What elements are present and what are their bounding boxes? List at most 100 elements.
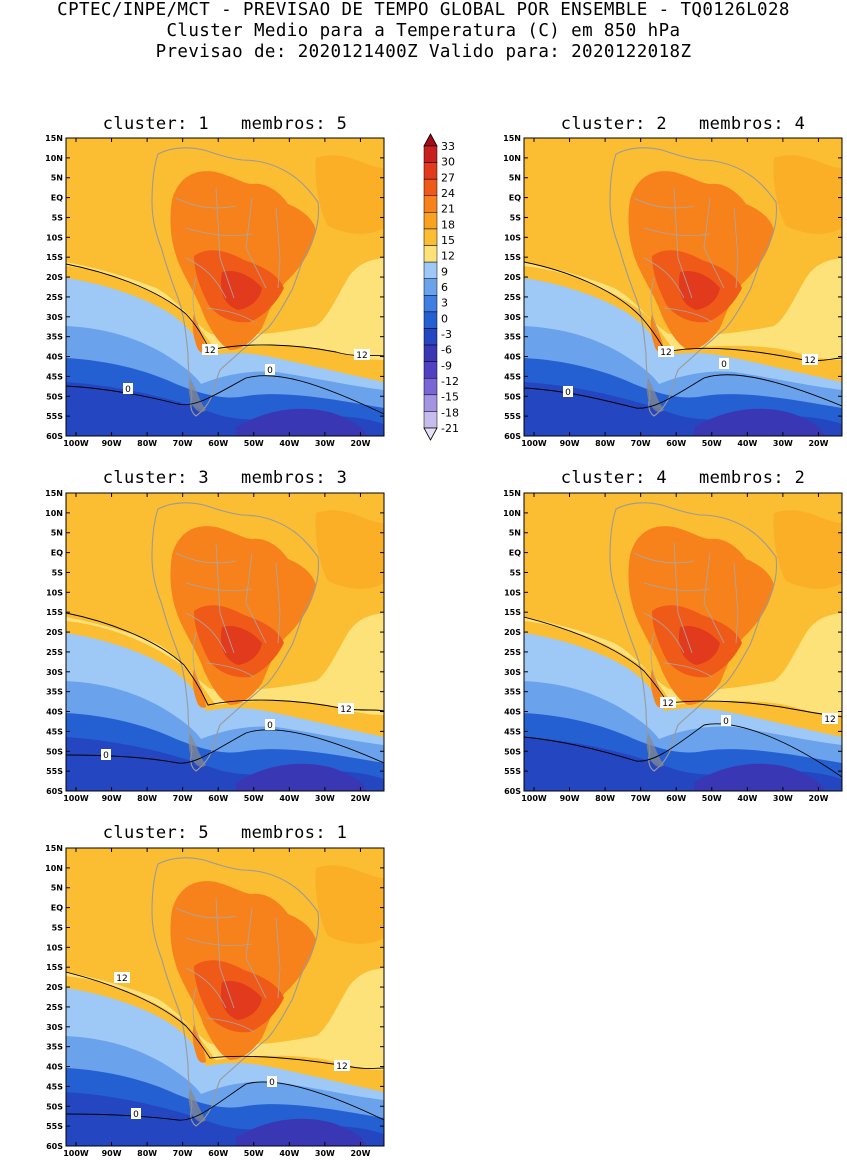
colorbar-label: 27 <box>441 171 455 184</box>
colorbar-label: 0 <box>441 312 448 325</box>
lat-label: 35S <box>46 1043 63 1052</box>
lat-label: 15N <box>503 489 521 498</box>
contour-label-box <box>721 715 731 726</box>
country-border <box>185 257 227 299</box>
colorbar-swatch <box>423 261 438 279</box>
lat-label: 50S <box>504 392 521 401</box>
colorbar-label: -12 <box>441 375 459 388</box>
lon-label: 40W <box>279 794 299 803</box>
temperature-band-purple <box>694 763 824 791</box>
lat-label: 15N <box>45 134 63 143</box>
lon-label: 70W <box>173 439 193 448</box>
cluster-2-title: cluster: 2 membros: 4 <box>560 114 806 134</box>
contour-label-box <box>658 346 674 357</box>
lat-label: 35S <box>504 688 521 697</box>
lon-label: 100W <box>521 794 547 803</box>
lon-label: 20W <box>808 794 828 803</box>
colorbar-label: -3 <box>441 328 452 341</box>
contour-label-box <box>802 354 818 365</box>
contour-label: 0 <box>269 1078 275 1088</box>
country-border <box>733 562 739 644</box>
lat-label: 5N <box>509 529 521 538</box>
temperature-band-purple <box>236 1118 366 1146</box>
temperature-band-purple <box>236 763 366 791</box>
country-border <box>192 987 201 1045</box>
lat-label: 40S <box>46 353 63 362</box>
contour-label: 0 <box>267 366 273 376</box>
country-border <box>643 227 711 236</box>
cluster-1-map: 12 12 0 0 15N 10N 5N EQ 5S 10S 15S 20S 25S 30S 35S 40S 4… <box>30 132 390 452</box>
lon-label: 60W <box>666 439 686 448</box>
lat-label: 60S <box>46 787 63 796</box>
country-border <box>733 207 739 289</box>
country-border <box>275 917 281 999</box>
lat-label: 45S <box>46 372 63 381</box>
lat-label: 10N <box>503 154 521 163</box>
temperature-band-brazilDeep <box>220 980 262 1020</box>
country-border <box>643 612 685 654</box>
colorbar-label: -15 <box>441 391 459 404</box>
country-border <box>215 897 235 1009</box>
colorbar-swatch <box>423 328 438 346</box>
lat-label: 20S <box>46 628 63 637</box>
lat-label: 45S <box>46 1082 63 1091</box>
lon-label: 40W <box>737 439 757 448</box>
country-border <box>650 277 659 335</box>
temperature-band-purple <box>694 408 824 436</box>
contour-label: 12 <box>660 348 671 358</box>
colorbar-swatch <box>423 212 438 230</box>
contour-label-box <box>354 349 370 360</box>
country-border <box>633 552 695 564</box>
colorbar-label: 15 <box>441 234 455 247</box>
colorbar-label: -6 <box>441 344 452 357</box>
lat-label: 10S <box>504 233 521 242</box>
lat-label: 40S <box>46 708 63 717</box>
country-border <box>175 552 237 564</box>
lat-label: 5N <box>51 884 63 893</box>
lon-label: 90W <box>102 439 122 448</box>
contour-label: 12 <box>336 1062 347 1072</box>
temperature-band-brazilDeep <box>220 625 262 665</box>
country-border <box>205 662 255 678</box>
isotherm-line <box>524 723 842 778</box>
cluster-3-map: 12 0 0 15N 10N 5N EQ 5S 10S 15S 20S 25S 30S 35S 40S 45S… <box>30 487 390 807</box>
lon-label: 40W <box>279 439 299 448</box>
lon-label: 50W <box>244 794 264 803</box>
lat-label: 10S <box>504 588 521 597</box>
contour-label: 12 <box>824 715 835 725</box>
contour-label: 12 <box>356 351 367 361</box>
colorbar-label: 33 <box>441 140 455 153</box>
lon-label: 60W <box>208 439 228 448</box>
lon-label: 50W <box>244 1149 264 1158</box>
lat-label: 55S <box>46 1122 63 1131</box>
colorbar-label: 12 <box>441 250 455 263</box>
colorbar-swatch <box>423 145 438 163</box>
colorbar-swatch <box>423 245 438 263</box>
colorbar-swatch <box>423 344 438 362</box>
lat-label: 5S <box>52 568 64 577</box>
lon-label: 30W <box>773 794 793 803</box>
country-border <box>633 197 695 209</box>
contour-label: 0 <box>267 721 273 731</box>
lat-label: 35S <box>46 688 63 697</box>
colorbar-bottom-triangle <box>423 427 438 441</box>
header-line-2: Cluster Medio para a Temperatura (C) em … <box>166 21 681 41</box>
lat-label: 40S <box>504 353 521 362</box>
colorbar-label: 3 <box>441 297 448 310</box>
map-frame <box>65 492 385 792</box>
lat-label: 50S <box>46 747 63 756</box>
country-border <box>245 907 267 999</box>
country-border <box>205 307 255 323</box>
contour-label-box <box>334 1060 350 1071</box>
lat-label: 40S <box>504 708 521 717</box>
contour-label-box <box>202 344 218 355</box>
ocean-band <box>524 164 608 251</box>
lat-label: 5N <box>51 529 63 538</box>
lat-label: 45S <box>504 372 521 381</box>
country-border <box>245 552 267 644</box>
colorbar-label: 6 <box>441 281 448 294</box>
lat-label: 25S <box>504 293 521 302</box>
colorbar: 33 30 27 24 21 18 15 12 9 6 3 0 -3 -6 -9 -12 -15 -18 -21 <box>420 132 480 447</box>
lat-label: 45S <box>46 727 63 736</box>
contour-label: 12 <box>204 346 215 356</box>
